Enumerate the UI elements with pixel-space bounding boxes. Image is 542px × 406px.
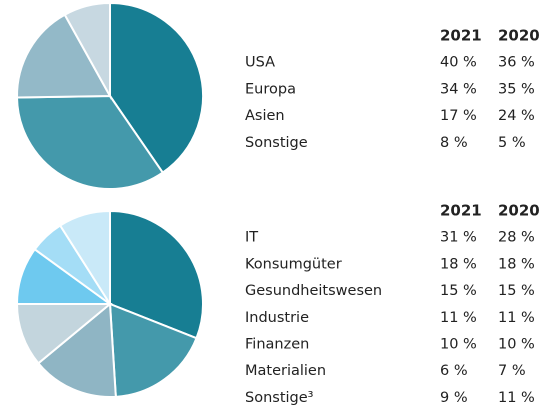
value-label: 11 % — [498, 310, 535, 326]
column-header: 2021 — [440, 27, 482, 45]
value-label: 10 % — [440, 337, 477, 353]
value-label: 5 % — [498, 135, 526, 151]
pie-slice — [109, 209, 204, 340]
value-label: 10 % — [498, 337, 535, 353]
pie-slice — [16, 13, 112, 99]
category-label: Konsumgüter — [245, 256, 342, 272]
pie-slice — [58, 209, 111, 308]
value-label: 15 % — [440, 283, 477, 299]
value-label: 15 % — [498, 283, 535, 299]
category-label: Asien — [245, 108, 285, 124]
pie-slice — [36, 301, 117, 398]
value-label: 6 % — [440, 363, 468, 379]
category-label: Europa — [245, 81, 296, 97]
value-label: 34 % — [440, 81, 477, 97]
pie-slice — [109, 1, 204, 174]
value-label: 8 % — [440, 135, 468, 151]
category-label: Materialien — [245, 363, 326, 379]
value-label: 40 % — [440, 55, 477, 71]
pie-slice — [15, 94, 165, 190]
category-label: Finanzen — [245, 337, 309, 353]
value-label: 31 % — [440, 230, 477, 246]
category-label: IT — [245, 230, 258, 246]
category-label: Industrie — [245, 310, 309, 326]
value-label: 28 % — [498, 230, 535, 246]
category-label: Gesundheitswesen — [245, 283, 382, 299]
value-label: 9 % — [440, 390, 468, 406]
value-label: 35 % — [498, 81, 535, 97]
column-header: 2021 — [440, 202, 482, 220]
column-header: 2020 — [498, 27, 540, 45]
category-label: USA — [245, 55, 275, 71]
value-label: 18 % — [498, 256, 535, 272]
category-label: Sonstige — [245, 135, 308, 151]
pie-slice — [63, 1, 111, 100]
value-label: 18 % — [440, 256, 477, 272]
value-label: 17 % — [440, 108, 477, 124]
value-label: 24 % — [498, 108, 535, 124]
value-label: 36 % — [498, 55, 535, 71]
value-label: 11 % — [498, 390, 535, 406]
value-label: 11 % — [440, 310, 477, 326]
category-label: Sonstige³ — [245, 390, 314, 406]
pie-slice — [108, 302, 198, 398]
column-header: 2020 — [498, 202, 540, 220]
value-label: 7 % — [498, 363, 526, 379]
